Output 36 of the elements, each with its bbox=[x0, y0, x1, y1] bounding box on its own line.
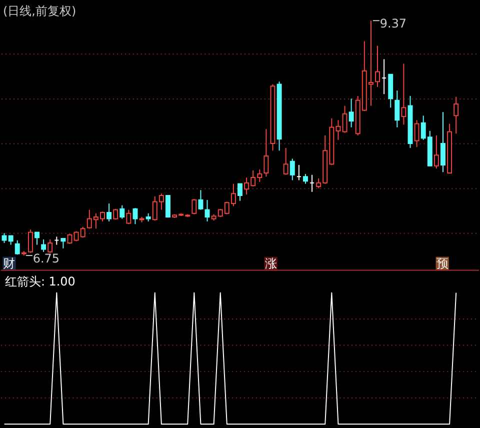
candlestick bbox=[440, 112, 446, 173]
candlestick bbox=[454, 96, 459, 134]
candlestick bbox=[348, 98, 354, 128]
candlestick bbox=[434, 134, 439, 170]
annotation: 6.75 bbox=[32, 251, 60, 266]
candlestick bbox=[126, 209, 132, 225]
candlestick bbox=[394, 90, 400, 128]
candlestick bbox=[165, 194, 170, 218]
candlestick bbox=[375, 45, 380, 88]
candlestick bbox=[67, 234, 72, 244]
candlestick bbox=[290, 158, 295, 181]
candlestick bbox=[48, 238, 53, 254]
candlestick bbox=[198, 190, 204, 210]
candlestick bbox=[34, 232, 40, 246]
chart-title: (日线,前复权) bbox=[2, 4, 76, 18]
candlestick bbox=[302, 173, 308, 184]
series-label: 红箭头: 1.00 bbox=[4, 274, 76, 289]
candlestick bbox=[41, 238, 46, 252]
candlestick bbox=[238, 183, 242, 202]
annotation: 9.37 bbox=[380, 16, 407, 31]
annotation: 财 bbox=[3, 256, 16, 270]
candlestick bbox=[283, 147, 288, 176]
annotation: 预 bbox=[436, 256, 448, 270]
candlestick bbox=[414, 120, 420, 148]
candlestick bbox=[342, 105, 348, 134]
candlestick bbox=[264, 128, 269, 178]
candlestick bbox=[192, 198, 197, 215]
candlestick bbox=[204, 199, 210, 222]
candlestick bbox=[60, 238, 66, 249]
candlestick bbox=[106, 203, 112, 222]
candlestick bbox=[28, 229, 33, 254]
annotation: 涨 bbox=[264, 256, 277, 270]
candlestick bbox=[132, 208, 138, 225]
candlestick bbox=[401, 63, 406, 126]
candlestick bbox=[120, 204, 125, 220]
candlestick bbox=[14, 240, 20, 256]
